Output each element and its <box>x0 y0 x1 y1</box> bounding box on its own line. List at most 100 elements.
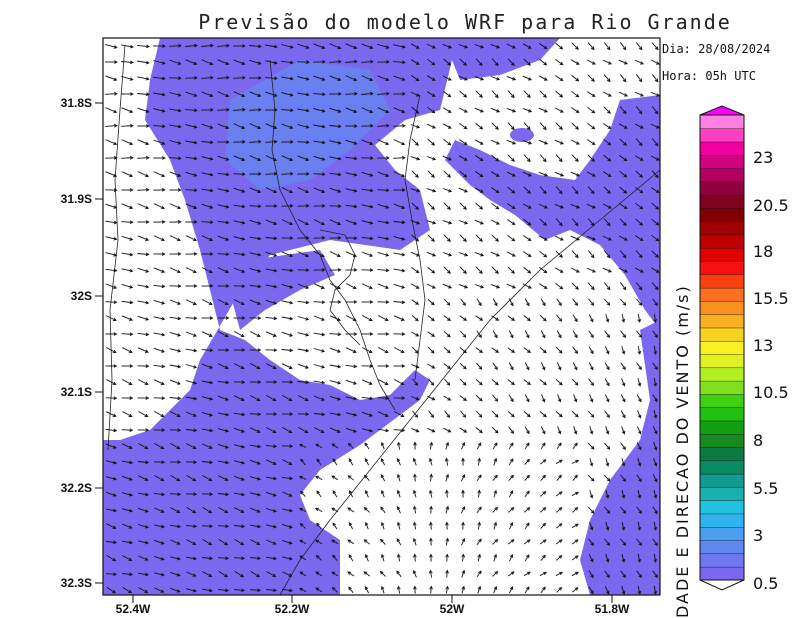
wind-vector-head <box>321 332 326 337</box>
wind-vector-head <box>225 492 230 497</box>
wind-vector-head <box>178 43 182 48</box>
wind-vector-head <box>353 77 358 82</box>
wind-vector <box>265 363 277 369</box>
wind-vector-head <box>574 539 579 543</box>
wind-vector <box>619 282 627 290</box>
wind-vector <box>137 540 149 544</box>
wind-vector-head <box>590 254 595 259</box>
wind-vector-head <box>494 302 498 307</box>
wind-vector <box>588 298 594 306</box>
wind-vector <box>507 571 515 577</box>
wind-vector-head <box>622 510 627 514</box>
wind-vector <box>620 474 626 482</box>
wind-vector-head <box>241 556 246 561</box>
wind-vector <box>249 187 261 193</box>
wind-vector <box>377 203 389 209</box>
wind-vector <box>587 474 595 482</box>
wind-vector <box>153 267 165 273</box>
wind-vector <box>332 522 338 530</box>
wind-vector <box>443 58 451 66</box>
wind-vector-head <box>542 522 547 527</box>
wind-vector <box>331 507 339 513</box>
wind-vector-head <box>240 365 245 370</box>
wind-vector <box>250 507 260 513</box>
wind-vector <box>121 429 133 431</box>
wind-vector <box>377 125 389 127</box>
wind-vector-head <box>431 285 436 289</box>
wind-vector-head <box>225 348 230 352</box>
wind-vector-head <box>480 253 485 257</box>
wind-vector-head <box>429 537 433 542</box>
wind-vector-head <box>336 317 341 321</box>
colorbar-band <box>699 367 745 382</box>
wind-vector-head <box>241 588 245 593</box>
wind-vector <box>524 507 530 513</box>
wind-vector-head <box>113 396 118 400</box>
wind-vector-head <box>242 44 246 48</box>
wind-vector <box>154 443 164 449</box>
wind-vector-head <box>622 110 627 115</box>
wind-vector <box>329 315 341 321</box>
wind-vector <box>539 379 547 385</box>
wind-vector <box>476 298 482 306</box>
wind-vector <box>249 459 261 465</box>
wind-vector <box>185 525 197 527</box>
wind-vector <box>265 44 277 48</box>
wind-vector-head <box>575 109 580 114</box>
wind-vector <box>443 266 451 274</box>
wind-vector <box>217 188 229 192</box>
wind-vector-head <box>161 156 166 160</box>
wind-vector-head <box>129 364 134 368</box>
wind-vector-head <box>638 542 643 546</box>
wind-vector-head <box>558 539 563 543</box>
wind-vector <box>524 362 530 370</box>
wind-vector <box>202 571 212 577</box>
wind-vector-head <box>447 397 452 401</box>
wind-vector <box>170 571 180 577</box>
wind-vector <box>523 58 531 66</box>
wind-vector-head <box>208 477 213 481</box>
wind-vector <box>603 42 611 50</box>
wind-vector-head <box>654 110 659 115</box>
wind-vector-head <box>432 188 437 193</box>
colorbar-band <box>699 513 745 528</box>
wind-vector <box>571 122 579 130</box>
wind-vector <box>329 427 341 433</box>
wind-vector-head <box>273 380 278 384</box>
wind-vector-head <box>113 253 118 257</box>
wind-vector <box>538 283 548 289</box>
wind-vector <box>619 250 627 258</box>
wind-vector-head <box>209 220 214 225</box>
wind-vector-head <box>592 205 596 209</box>
wind-vector-head <box>129 44 134 49</box>
wind-vector-head <box>638 334 643 338</box>
wind-vector-head <box>479 125 484 130</box>
wind-vector-head <box>621 590 626 595</box>
wind-vector <box>430 474 432 482</box>
wind-vector-head <box>385 77 390 82</box>
wind-vector-head <box>526 571 531 576</box>
wind-vector <box>202 539 212 545</box>
wind-vector-head <box>177 381 181 385</box>
wind-vector <box>491 266 499 274</box>
wind-vector <box>490 283 500 289</box>
wind-vector <box>588 586 594 594</box>
wind-vector-head <box>526 334 530 339</box>
wind-vector-head <box>431 93 436 97</box>
wind-vector <box>652 330 658 338</box>
wind-vector <box>121 221 133 223</box>
wind-vector <box>233 109 245 111</box>
wind-vector <box>266 539 276 545</box>
wind-vector <box>602 171 612 177</box>
wind-vector-head <box>574 474 578 479</box>
wind-vector-head <box>331 586 336 591</box>
wind-vector <box>217 155 229 161</box>
wind-vector <box>573 426 577 434</box>
wind-vector <box>381 458 385 466</box>
wind-vector-head <box>621 382 626 387</box>
wind-vector-head <box>655 269 660 273</box>
wind-vector <box>121 492 133 496</box>
wind-vector <box>475 90 483 98</box>
wind-vector-head <box>257 125 262 130</box>
wind-vector <box>539 347 547 353</box>
